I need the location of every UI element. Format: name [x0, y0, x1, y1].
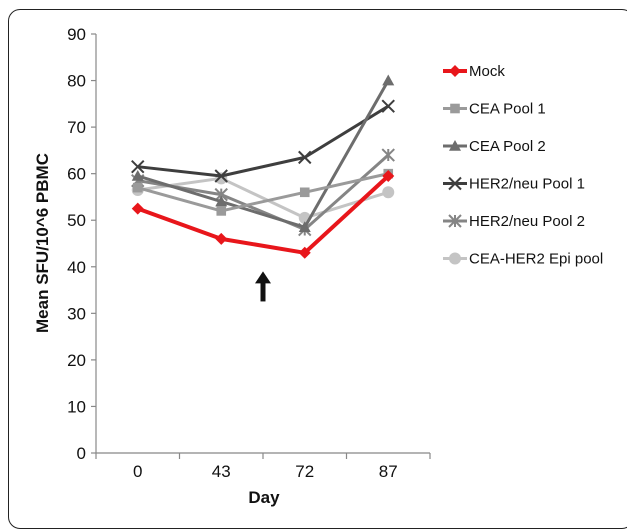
y-axis-title: Mean SFU/10^6 PBMC: [33, 153, 52, 333]
data-point: [299, 187, 310, 198]
data-point: [381, 148, 395, 162]
data-point: [381, 99, 395, 113]
legend: Mock CEA Pool 1 CEA Pool 2 HER2/neu Pool 1 H…: [443, 63, 603, 268]
data-point: [215, 195, 228, 207]
data-point: [132, 182, 143, 193]
x-tick-label: 72: [295, 462, 314, 481]
legend-marker: [448, 176, 462, 191]
y-tick-label: 60: [67, 165, 86, 184]
legend-marker: [450, 103, 460, 114]
legend-label: HER2/neu Pool 2: [469, 213, 585, 230]
axes: 0 10 20 30 40 50 60 70 80 90 0 43 72 87: [67, 25, 431, 481]
data-point: [214, 169, 228, 183]
y-tick-label: 50: [67, 211, 86, 230]
data-point: [382, 169, 395, 182]
x-tick-label: 87: [379, 462, 398, 481]
x-tick-label: 43: [212, 462, 231, 481]
annotation-layer: [255, 271, 271, 302]
data-point: [298, 221, 311, 233]
y-tick-label: 90: [67, 25, 86, 44]
legend-label: HER2/neu Pool 1: [469, 176, 585, 193]
y-tick-label: 20: [67, 351, 86, 370]
legend-label: CEA Pool 2: [469, 138, 546, 155]
y-tick-label: 70: [67, 118, 86, 137]
legend-item: CEA Pool 2: [443, 138, 546, 155]
data-point: [131, 159, 145, 174]
data-point: [298, 246, 311, 259]
data-point: [382, 74, 395, 86]
series-cea-pool-2: [131, 74, 395, 233]
series-line: [137, 172, 389, 213]
legend-marker: [449, 140, 461, 151]
series-line: [137, 174, 390, 255]
annotation-arrow: [255, 271, 271, 302]
data-point: [382, 186, 395, 199]
x-axis-title: Day: [248, 488, 280, 507]
data-point: [216, 206, 227, 216]
x-tick-label: 0: [133, 462, 142, 481]
legend-marker: [449, 65, 461, 77]
legend-label: CEA Pool 1: [469, 101, 546, 118]
legend-item: CEA Pool 1: [443, 101, 546, 118]
legend-marker: [448, 214, 462, 228]
y-tick-label: 10: [67, 397, 86, 416]
line-chart: 0 10 20 30 40 50 60 70 80 90 0 43 72 87 Mock CEA Pool …: [33, 25, 603, 507]
y-tick-label: 80: [67, 72, 86, 91]
y-tick-label: 0: [77, 444, 86, 463]
legend-label: CEA-HER2 Epi pool: [469, 251, 603, 268]
y-tick-label: 30: [67, 304, 86, 323]
legend-item: HER2/neu Pool 2: [443, 213, 585, 230]
series-layer: [131, 74, 395, 259]
series-line: [137, 104, 390, 178]
data-point: [131, 169, 144, 181]
y-tick-label: 40: [67, 258, 86, 277]
series-her2-neu-pool-1: [131, 99, 395, 183]
series-mock: [131, 169, 395, 259]
legend-marker: [449, 252, 461, 265]
data-point: [298, 150, 312, 165]
legend-label: Mock: [469, 63, 505, 80]
series-line: [137, 79, 390, 229]
series-line: [137, 176, 389, 220]
legend-item: CEA-HER2 Epi pool: [443, 251, 603, 268]
legend-item: HER2/neu Pool 1: [443, 176, 585, 193]
data-point: [131, 202, 144, 215]
data-point: [215, 232, 228, 245]
legend-item: Mock: [443, 63, 505, 80]
